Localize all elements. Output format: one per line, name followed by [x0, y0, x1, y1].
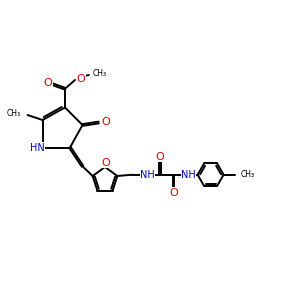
Text: O: O	[76, 74, 85, 83]
Text: O: O	[44, 77, 52, 88]
Text: CH₃: CH₃	[92, 69, 106, 78]
Text: NH: NH	[181, 170, 196, 180]
Text: CH₃: CH₃	[6, 109, 20, 118]
Text: O: O	[169, 188, 178, 198]
Text: NH: NH	[140, 170, 155, 180]
Text: O: O	[155, 152, 164, 162]
Text: CH₃: CH₃	[241, 170, 255, 179]
Text: O: O	[101, 158, 110, 168]
Text: O: O	[102, 117, 110, 127]
Text: HN: HN	[30, 142, 44, 152]
